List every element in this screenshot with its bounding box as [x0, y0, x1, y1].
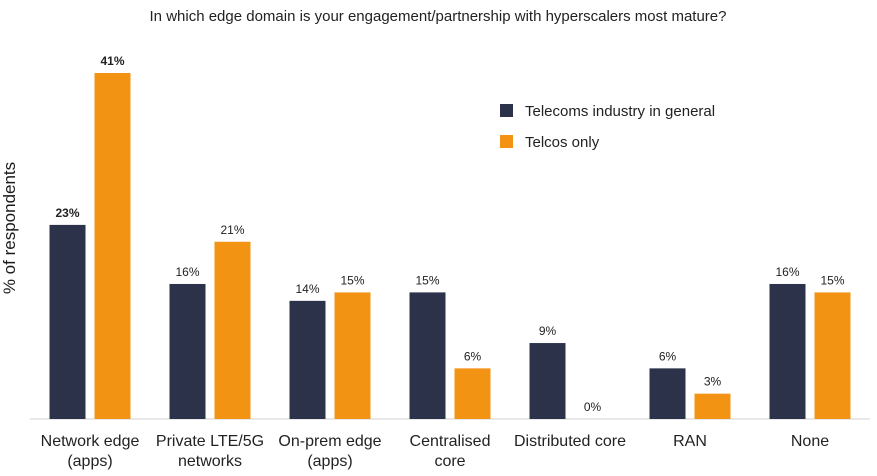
- legend: Telecoms industry in general Telcos only: [500, 103, 715, 151]
- category-label-6-line-0: None: [791, 433, 829, 450]
- category-label-5-line-0: RAN: [673, 433, 707, 450]
- data-labels-group: 23% 41% 16% 21% 14% 15% 15% 6% 9% 0% 6% 3% 16% 15%: [55, 54, 844, 414]
- category-label-0-line-1: (apps): [67, 453, 112, 470]
- bar-telcos-5: [694, 393, 731, 419]
- bar-telcos-3: [454, 368, 491, 419]
- y-axis-label: % of respondents: [0, 162, 19, 294]
- legend-label-1: Telcos only: [525, 134, 600, 151]
- data-label-industry-6: 16%: [775, 265, 799, 279]
- bar-industry-0: [49, 224, 86, 419]
- data-label-industry-4: 9%: [539, 324, 557, 338]
- category-labels-group: Network edge (apps) Private LTE/5G networks…: [41, 433, 830, 470]
- legend-swatch-0: [500, 104, 513, 117]
- data-label-telcos-1: 21%: [220, 223, 244, 237]
- bar-industry-6: [769, 283, 806, 419]
- bar-industry-3: [409, 292, 446, 419]
- data-label-telcos-6: 15%: [820, 273, 844, 287]
- data-label-telcos-2: 15%: [340, 273, 364, 287]
- category-label-0-line-0: Network edge: [41, 433, 140, 450]
- data-label-telcos-3: 6%: [464, 349, 482, 363]
- bar-telcos-0: [94, 73, 131, 419]
- bars-group: [49, 73, 851, 419]
- legend-swatch-1: [500, 135, 513, 148]
- bar-telcos-1: [214, 241, 251, 419]
- data-label-industry-2: 14%: [295, 282, 319, 296]
- chart-title: In which edge domain is your engagement/…: [150, 8, 727, 25]
- category-label-4-line-0: Distributed core: [514, 433, 626, 450]
- bar-industry-2: [289, 300, 326, 419]
- data-label-telcos-0: 41%: [100, 54, 124, 68]
- category-label-3-line-1: core: [434, 453, 465, 470]
- category-label-1-line-1: networks: [178, 453, 242, 470]
- bar-industry-1: [169, 283, 206, 419]
- data-label-telcos-5: 3%: [704, 375, 722, 389]
- category-label-2-line-0: On-prem edge: [278, 433, 381, 450]
- bar-industry-4: [529, 343, 566, 419]
- data-label-industry-0: 23%: [55, 206, 79, 220]
- category-label-3-line-0: Centralised: [410, 433, 491, 450]
- data-label-telcos-4: 0%: [584, 400, 602, 414]
- category-label-1-line-0: Private LTE/5G: [156, 433, 264, 450]
- bar-telcos-2: [334, 292, 371, 419]
- data-label-industry-1: 16%: [175, 265, 199, 279]
- legend-label-0: Telecoms industry in general: [525, 103, 715, 120]
- bar-industry-5: [649, 368, 686, 419]
- data-label-industry-5: 6%: [659, 349, 677, 363]
- category-label-2-line-1: (apps): [307, 453, 352, 470]
- data-label-industry-3: 15%: [415, 273, 439, 287]
- bar-telcos-6: [814, 292, 851, 419]
